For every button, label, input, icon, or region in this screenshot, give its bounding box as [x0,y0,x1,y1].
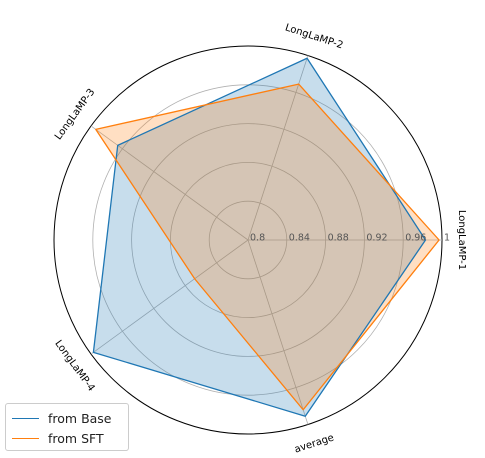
spoke-1 [247,55,309,241]
series-area-0 [93,58,426,417]
axis-label-1: LongLaMP-2 [284,22,345,51]
axis-label-4: average [293,432,335,455]
legend-swatch-base [12,417,39,419]
radial-tick-label-0: 0.8 [250,233,265,244]
radar-series [92,57,440,417]
radial-tick-label-2: 0.88 [328,233,349,244]
axis-label-3: LongLaMP-4 [52,338,96,393]
legend-label-base: from Base [48,410,112,426]
series-area-1 [95,84,440,410]
spoke-4 [247,239,309,425]
series-line-1 [95,83,440,411]
legend-swatch-sft [12,437,39,439]
legend-entry-sft: from SFT [12,429,104,447]
axis-label-2: LongLaMP-3 [53,87,97,142]
radial-tick-label-4: 0.96 [405,233,426,244]
series-line-0 [92,57,427,417]
radial-tick-label-5: 1 [444,233,450,244]
radar-grid [53,45,443,435]
radial-tick-label-3: 0.92 [366,233,387,244]
legend-entry-base: from Base [12,409,112,427]
axis-label-0: LongLaMP-1 [456,210,467,270]
legend-label-sft: from SFT [48,430,104,446]
spoke-3 [90,239,249,355]
legend: from Base from SFT [5,403,129,451]
radial-tick-label-1: 0.84 [289,233,310,244]
